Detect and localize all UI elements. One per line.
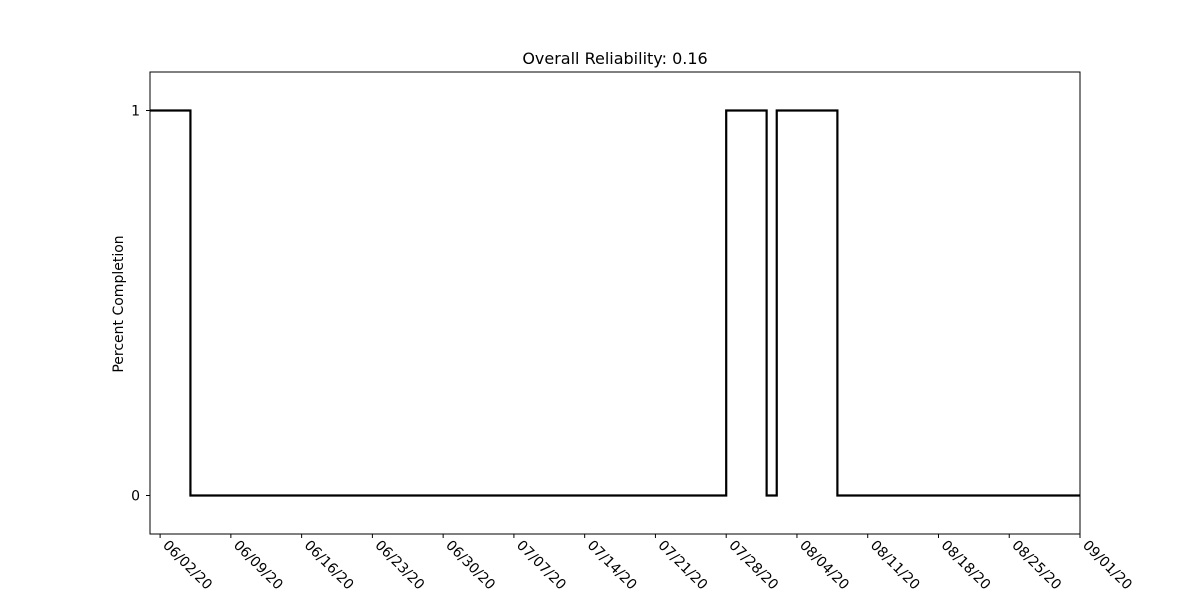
y-tick-label: 0: [131, 489, 140, 505]
x-tick-label: 07/28/20: [725, 538, 781, 594]
x-tick-label: 06/30/20: [442, 538, 498, 594]
chart-title: Overall Reliability: 0.16: [522, 49, 707, 68]
y-tick-label: 1: [131, 104, 140, 120]
x-tick-label: 08/11/20: [867, 538, 923, 594]
x-tick-label: 06/02/20: [159, 538, 215, 594]
plot-area-frame: [149, 71, 1081, 535]
x-tick-label: 09/01/20: [1079, 538, 1135, 594]
series-line: [150, 109, 1080, 497]
x-tick-label: 08/04/20: [796, 538, 852, 594]
x-tick-label: 08/18/20: [938, 538, 994, 594]
x-tick-label: 07/07/20: [513, 538, 569, 594]
x-tick-label: 07/14/20: [584, 538, 640, 594]
x-tick-label: 06/23/20: [372, 538, 428, 594]
x-tick-label: 08/25/20: [1008, 538, 1064, 594]
x-tick-label: 06/16/20: [301, 538, 357, 594]
x-tick-label: 07/21/20: [655, 538, 711, 594]
x-tick-label: 06/09/20: [230, 538, 286, 594]
y-axis-label: Percent Completion: [111, 235, 127, 372]
